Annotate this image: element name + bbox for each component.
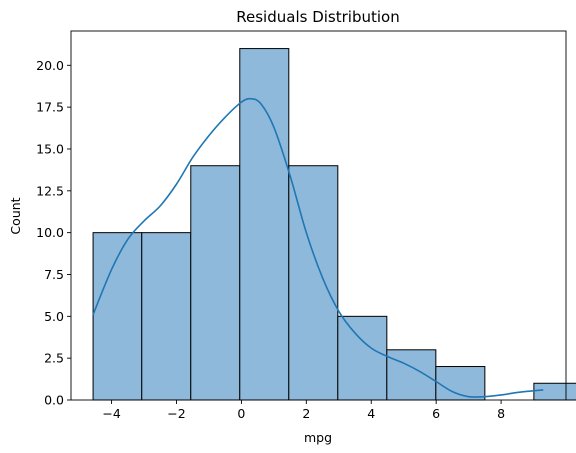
x-tick-label: 2 <box>302 406 310 421</box>
histogram-bar <box>288 165 339 401</box>
y-axis-label: Count <box>8 197 23 234</box>
x-tick-label: 4 <box>367 406 375 421</box>
y-tick-label: 12.5 <box>36 183 64 198</box>
y-tick-label: 20.0 <box>36 58 64 73</box>
histogram-bar <box>190 165 241 401</box>
histogram-bar <box>337 315 388 401</box>
histogram-bar <box>141 232 192 401</box>
y-tick-label: 5.0 <box>44 309 64 324</box>
histogram-bar <box>92 232 143 401</box>
histogram-bar <box>239 48 290 401</box>
plot-frame <box>70 30 567 401</box>
y-tick-label: 17.5 <box>36 100 64 115</box>
y-tick-label: 0.0 <box>44 393 64 408</box>
histogram-bar <box>386 349 437 401</box>
y-tick-label: 10.0 <box>36 225 64 240</box>
x-axis-label: mpg <box>304 430 332 445</box>
y-tick-label: 7.5 <box>44 267 64 282</box>
y-tick-label: 2.5 <box>44 351 64 366</box>
x-tick-label: 0 <box>237 406 245 421</box>
histogram-bar <box>533 382 576 401</box>
y-axis-ticks: 0.0 2.5 5.0 7.5 10.0 12.5 15.0 17.5 20.0 <box>36 58 71 408</box>
x-tick-label: −2 <box>167 406 185 421</box>
chart-title: Residuals Distribution <box>236 8 399 26</box>
kde-curve <box>92 97 544 398</box>
x-axis-ticks: −4 −2 0 2 4 6 8 <box>102 400 505 421</box>
bars-group <box>92 48 576 401</box>
x-tick-label: 6 <box>432 406 440 421</box>
x-tick-label: 8 <box>497 406 505 421</box>
y-tick-label: 15.0 <box>36 141 64 156</box>
x-tick-label: −4 <box>102 406 120 421</box>
